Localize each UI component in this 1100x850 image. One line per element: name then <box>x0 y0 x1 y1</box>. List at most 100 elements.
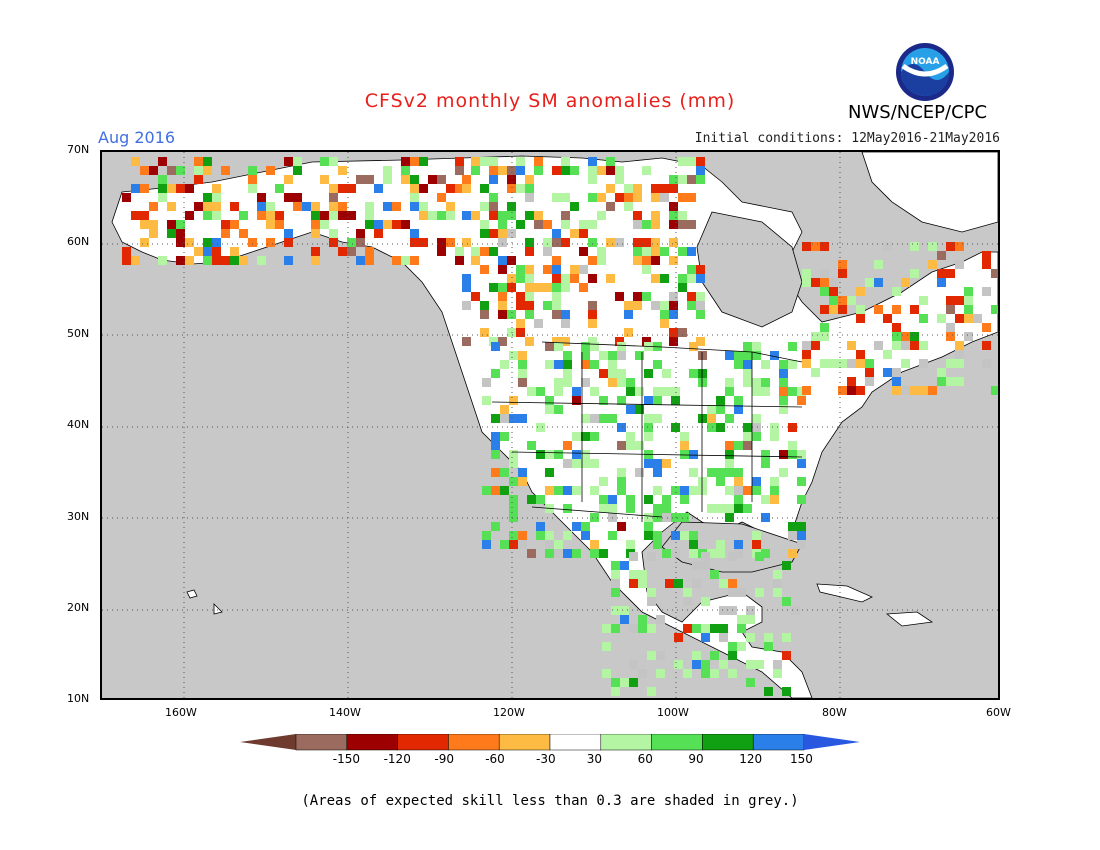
anomaly-cell <box>910 386 919 395</box>
anomaly-cell <box>642 238 651 247</box>
anomaly-cell <box>919 314 928 323</box>
anomaly-cell <box>536 522 545 531</box>
hispaniola-land <box>885 611 934 627</box>
anomaly-cell <box>653 414 662 423</box>
anomaly-cell <box>696 265 705 274</box>
anomaly-cell <box>561 166 570 175</box>
anomaly-cell <box>633 256 642 265</box>
anomaly-cell <box>955 314 964 323</box>
anomaly-cell <box>991 386 998 395</box>
anomaly-cell <box>410 184 419 193</box>
anomaly-cell <box>525 337 534 346</box>
anomaly-cell <box>500 405 509 414</box>
anomaly-cell <box>779 360 788 369</box>
anomaly-cell <box>527 441 536 450</box>
anomaly-cell <box>203 238 212 247</box>
anomaly-cell <box>509 414 518 423</box>
anomaly-cell <box>755 552 764 561</box>
anomaly-cell <box>284 238 293 247</box>
anomaly-cell <box>820 269 829 278</box>
anomaly-cell <box>651 247 660 256</box>
anomaly-cell <box>633 211 642 220</box>
anomaly-cell <box>761 459 770 468</box>
anomaly-cell <box>590 342 599 351</box>
anomaly-cell <box>149 202 158 211</box>
anomaly-cell <box>140 184 149 193</box>
legend-box-9 <box>752 734 805 751</box>
anomaly-cell <box>590 540 599 549</box>
anomaly-cell <box>554 540 563 549</box>
anomaly-cell <box>928 260 937 269</box>
anomaly-cell <box>680 531 689 540</box>
anomaly-cell <box>856 314 865 323</box>
anomaly-cell <box>955 296 964 305</box>
anomaly-cell <box>701 597 710 606</box>
anomaly-cell <box>728 651 737 660</box>
anomaly-cell <box>563 441 572 450</box>
anomaly-cell <box>937 314 946 323</box>
anomaly-cell <box>563 351 572 360</box>
anomaly-cell <box>856 350 865 359</box>
latlon-grid <box>102 152 998 698</box>
anomaly-cell <box>617 351 626 360</box>
anomaly-cell <box>275 220 284 229</box>
anomaly-cell <box>500 360 509 369</box>
anomaly-cell <box>606 202 615 211</box>
anomaly-cell <box>752 387 761 396</box>
anomaly-cell <box>482 486 491 495</box>
anomaly-cell <box>534 283 543 292</box>
anomaly-cell <box>716 423 725 432</box>
anomaly-cell <box>491 441 500 450</box>
legend-box-8 <box>702 734 754 751</box>
anomaly-cell <box>782 561 791 570</box>
anomaly-cell <box>919 296 928 305</box>
anomaly-cell <box>743 486 752 495</box>
anomaly-cell <box>937 251 946 260</box>
anomaly-cell <box>626 405 635 414</box>
anomaly-cell <box>518 378 527 387</box>
anomaly-cell <box>761 450 770 459</box>
anomaly-cell <box>131 256 140 265</box>
anomaly-cell <box>455 247 464 256</box>
anomaly-cell <box>230 256 239 265</box>
anomaly-cell <box>545 540 554 549</box>
anomaly-cell <box>698 351 707 360</box>
legend-label-3: -60 <box>485 752 505 766</box>
anomaly-cell <box>561 319 570 328</box>
anomaly-cell <box>696 337 705 346</box>
anomaly-cell <box>901 341 910 350</box>
anomaly-cell <box>572 459 581 468</box>
anomaly-cell <box>656 615 665 624</box>
anomaly-cell <box>471 292 480 301</box>
anomaly-cell <box>696 301 705 310</box>
anomaly-cell <box>617 468 626 477</box>
anomaly-cell <box>329 229 338 238</box>
anomaly-cell <box>122 256 131 265</box>
anomaly-cell <box>383 202 392 211</box>
anomaly-cell <box>509 531 518 540</box>
anomaly-cell <box>563 504 572 513</box>
anomaly-cell <box>725 378 734 387</box>
anomaly-cell <box>275 184 284 193</box>
anomaly-cell <box>633 247 642 256</box>
anomaly-cell <box>892 341 901 350</box>
anomaly-cell <box>746 660 755 669</box>
anomaly-cell <box>651 301 660 310</box>
anomaly-cell <box>761 495 770 504</box>
anomaly-cell <box>212 193 221 202</box>
anomaly-cell <box>149 220 158 229</box>
noaa-logo-icon: NOAA <box>896 43 954 101</box>
anomaly-cell <box>374 184 383 193</box>
anomaly-cell <box>446 184 455 193</box>
anomaly-cell <box>910 269 919 278</box>
anomaly-cell <box>356 256 365 265</box>
anomaly-cell <box>811 368 820 377</box>
anomaly-cell <box>633 238 642 247</box>
anomaly-cell <box>284 157 293 166</box>
anomaly-cell <box>293 166 302 175</box>
anomaly-cell <box>516 184 525 193</box>
anomaly-cell <box>554 360 563 369</box>
anomaly-cell <box>689 468 698 477</box>
anomaly-cell <box>764 687 773 696</box>
color-legend <box>240 734 860 751</box>
